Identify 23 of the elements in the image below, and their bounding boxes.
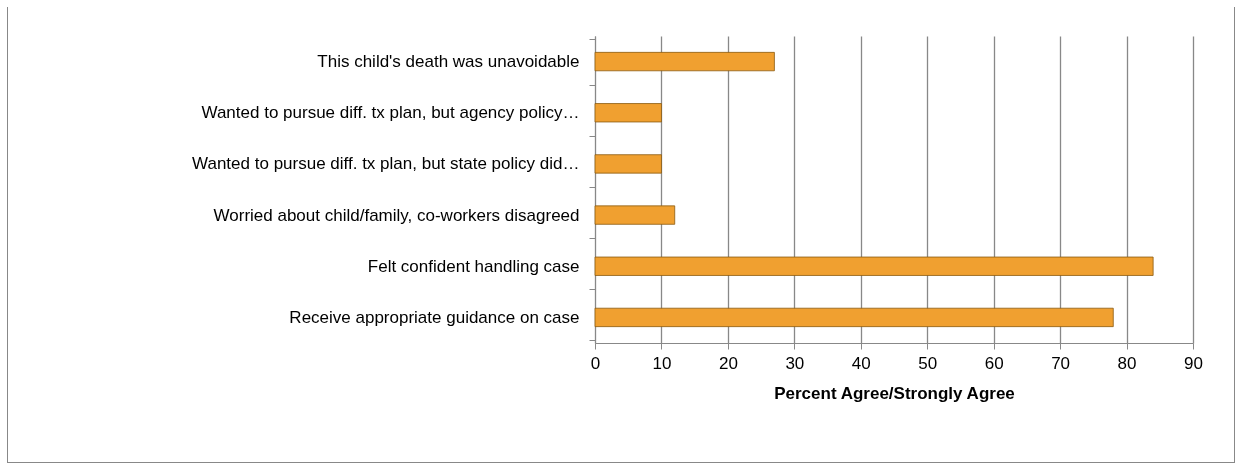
x-tick-label: 0 [590,353,601,373]
bar [594,307,1114,328]
bar [594,256,1154,276]
y-tick-label: Wanted to pursue diff. tx plan, but agency policy… [201,103,580,123]
y-tick-label: Felt confident handling case [367,256,580,276]
x-tick-label: 50 [918,353,938,373]
bar [594,51,775,72]
x-axis-title: Percent Agree/Strongly Agree [774,383,1015,403]
bar [594,205,676,225]
x-tick-label: 20 [718,353,738,373]
x-tick-label: 30 [785,353,805,373]
y-tick-label: Receive appropriate guidance on case [289,307,580,327]
x-tick-label: 90 [1184,353,1203,373]
x-tick-label: 70 [1051,353,1071,373]
bar [594,103,662,123]
x-tick-label: 10 [652,353,672,373]
x-tick-label: 40 [851,353,871,373]
x-tick-label: 60 [984,353,1004,373]
y-tick-label: Worried about child/family, co-workers disagreed [213,205,580,225]
x-tick-label: 80 [1117,353,1137,373]
y-tick-label: Wanted to pursue diff. tx plan, but state policy did… [192,154,580,174]
y-tick-label: This child's death was unavoidable [317,52,580,72]
bar [594,154,662,174]
